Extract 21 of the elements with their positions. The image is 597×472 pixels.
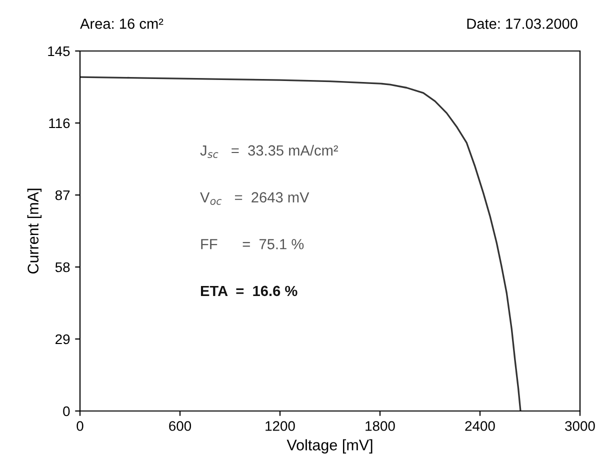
annotation: ETA = 16.6 %	[200, 286, 298, 296]
y-tick-label: 145	[48, 46, 70, 56]
y-tick-label: 116	[49, 118, 70, 128]
x-tick-label: 0	[76, 421, 84, 431]
y-tick-label: 0	[63, 406, 70, 416]
x-axis-title: Voltage [mV]	[286, 439, 372, 454]
x-tick-label: 2400	[465, 421, 495, 431]
text: V$_{oc}$ = 2643 mV	[200, 192, 310, 205]
x-tick-label: 3000	[565, 421, 595, 431]
y-axis-title: Current [mA]	[27, 188, 42, 274]
x-tick-label: 1200	[266, 421, 295, 431]
text: J$_{sc}$ = 33.35 mA/cm²	[200, 144, 338, 158]
y-tick-label: 58	[55, 262, 70, 272]
line-series	[80, 76, 522, 411]
annotation: FF = 75.1 %	[201, 239, 304, 250]
y-tick-label: 29	[56, 334, 70, 344]
x-tick-label: 600	[169, 421, 192, 431]
x-tick-label: 1800	[366, 421, 395, 431]
y-tick-label: 87	[55, 190, 70, 200]
text: Area: 16 cm²	[80, 18, 164, 29]
text: Date: 17.03.2000	[467, 18, 578, 29]
